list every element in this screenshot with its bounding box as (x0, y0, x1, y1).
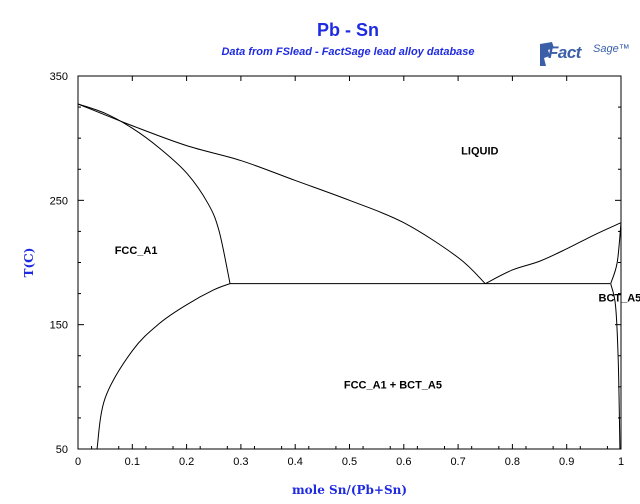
x-tick-label: 1 (618, 456, 624, 468)
phase-boundary-line (610, 283, 621, 450)
phase-boundary-line (610, 222, 622, 284)
y-axis-label: T(C) (22, 248, 36, 278)
x-axis-label: mole Sn/(Pb+Sn) (292, 483, 407, 497)
x-tick-label: 0.2 (179, 456, 194, 468)
y-tick-label: 250 (50, 195, 68, 207)
factsage-logo-mark (540, 42, 554, 66)
phase-boundary-line (485, 222, 622, 285)
chart-subtitle: Data from FSlead - FactSage lead alloy d… (221, 46, 475, 58)
phase-boundary-line (77, 103, 486, 284)
region-label: LIQUID (461, 146, 498, 158)
region-label: FCC_A1 + BCT_A5 (344, 379, 442, 391)
factsage-logo: Fact Sage™ (536, 40, 636, 74)
factsage-logo-sup: Sage™ (593, 43, 630, 55)
y-axis-ticks: 350 250 150 50 (50, 71, 621, 456)
y-tick-label: 50 (56, 444, 68, 456)
x-tick-label: 0.5 (342, 456, 357, 468)
x-tick-label: 0.4 (288, 456, 303, 468)
x-tick-label: 0 (75, 456, 81, 468)
region-labels: LIQUID FCC_A1 BCT_A5 FCC_A1 + BCT_A5 (115, 146, 640, 392)
x-tick-label: 0.6 (396, 456, 411, 468)
x-tick-label: 0.8 (505, 456, 520, 468)
x-tick-label: 0.3 (233, 456, 248, 468)
x-tick-label: 0.1 (125, 456, 140, 468)
phase-boundaries (77, 103, 622, 450)
factsage-logo-word: Fact (548, 43, 581, 62)
y-tick-label: 350 (50, 71, 68, 83)
plot-frame (77, 75, 622, 450)
chart-title: Pb - Sn (317, 20, 379, 40)
y-tick-label: 150 (50, 320, 68, 332)
x-tick-label: 0.7 (450, 456, 465, 468)
phase-boundary-line (96, 283, 231, 450)
x-axis-ticks: 0 0.1 0.2 0.3 0.4 0.5 0.6 0.7 0.8 0.9 1 (75, 76, 624, 468)
x-tick-label: 0.9 (559, 456, 574, 468)
region-label: FCC_A1 (115, 245, 158, 257)
phase-boundary-line (77, 103, 231, 284)
region-label: BCT_A5 (599, 292, 640, 304)
